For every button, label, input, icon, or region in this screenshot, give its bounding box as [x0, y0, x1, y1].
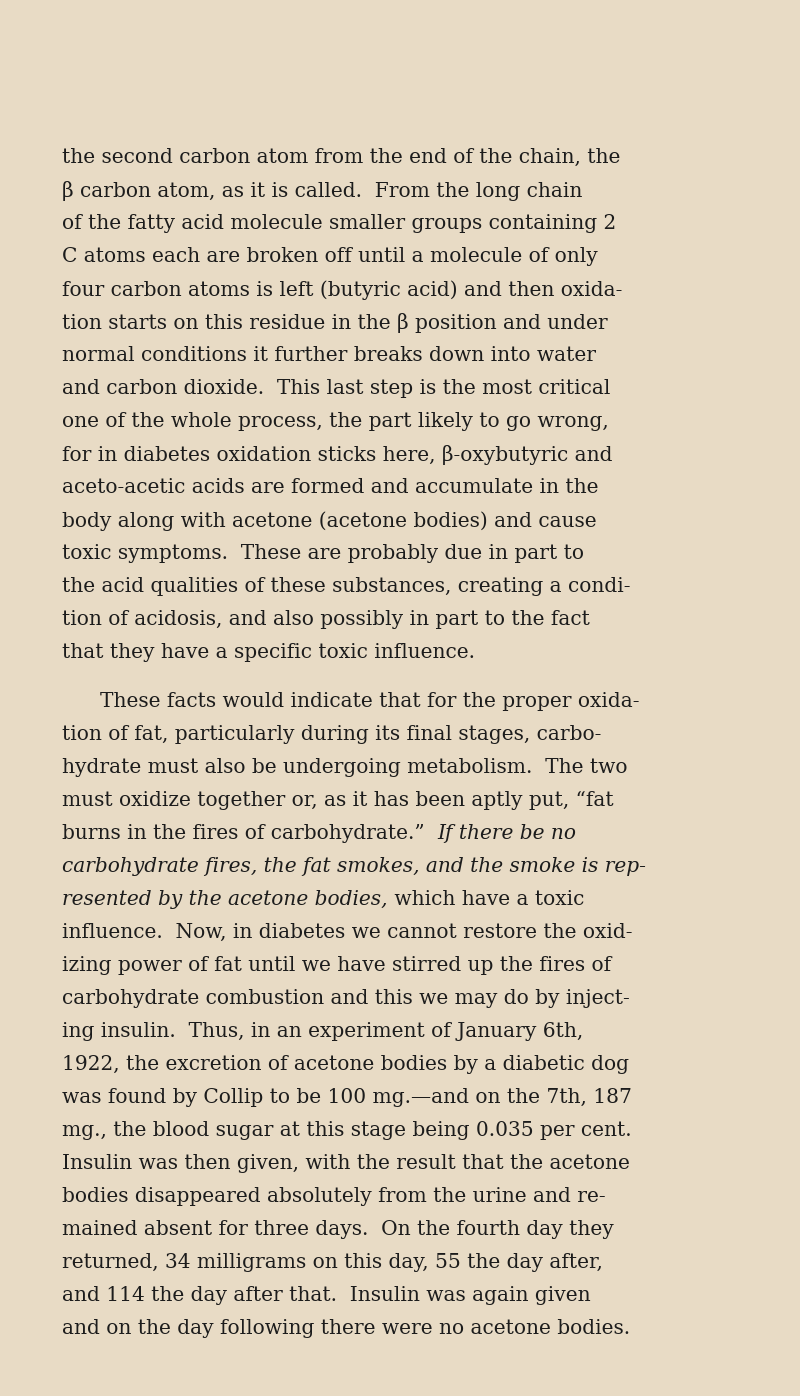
Text: tion of acidosis, and also possibly in part to the fact: tion of acidosis, and also possibly in p…	[62, 610, 590, 630]
Text: resented by the acetone bodies,: resented by the acetone bodies,	[62, 891, 387, 909]
Text: aceto-acetic acids are formed and accumulate in the: aceto-acetic acids are formed and accumu…	[62, 477, 598, 497]
Text: These facts would indicate that for the proper oxida-: These facts would indicate that for the …	[100, 692, 639, 711]
Text: carbohydrate combustion and this we may do by inject-: carbohydrate combustion and this we may …	[62, 988, 630, 1008]
Text: carbohydrate fires, the fat smokes, and the smoke is rep-: carbohydrate fires, the fat smokes, and …	[62, 857, 646, 877]
Text: for in diabetes oxidation sticks here, β-oxybutyric and: for in diabetes oxidation sticks here, β…	[62, 445, 613, 465]
Text: toxic symptoms.  These are probably due in part to: toxic symptoms. These are probably due i…	[62, 544, 584, 563]
Text: hydrate must also be undergoing metabolism.  The two: hydrate must also be undergoing metaboli…	[62, 758, 627, 778]
Text: If there be no: If there be no	[438, 824, 576, 843]
Text: izing power of fat until we have stirred up the fires of: izing power of fat until we have stirred…	[62, 956, 611, 974]
Text: bodies disappeared absolutely from the urine and re-: bodies disappeared absolutely from the u…	[62, 1187, 606, 1206]
Text: tion starts on this residue in the β position and under: tion starts on this residue in the β pos…	[62, 313, 608, 334]
Text: influence.  Now, in diabetes we cannot restore the oxid-: influence. Now, in diabetes we cannot re…	[62, 923, 633, 942]
Text: ing insulin.  Thus, in an experiment of January 6th,: ing insulin. Thus, in an experiment of J…	[62, 1022, 583, 1041]
Text: of the fatty acid molecule smaller groups containing 2: of the fatty acid molecule smaller group…	[62, 214, 616, 233]
Text: 1922, the excretion of acetone bodies by a diabetic dog: 1922, the excretion of acetone bodies by…	[62, 1055, 629, 1074]
Text: mained absent for three days.  On the fourth day they: mained absent for three days. On the fou…	[62, 1220, 614, 1240]
Text: tion of fat, particularly during its final stages, carbo-: tion of fat, particularly during its fin…	[62, 725, 602, 744]
Text: and carbon dioxide.  This last step is the most critical: and carbon dioxide. This last step is th…	[62, 378, 610, 398]
Text: Insulin was then given, with the result that the acetone: Insulin was then given, with the result …	[62, 1154, 630, 1173]
Text: and on the day following there were no acetone bodies.: and on the day following there were no a…	[62, 1319, 630, 1337]
Text: burns in the fires of carbohydrate.”: burns in the fires of carbohydrate.”	[62, 824, 438, 843]
Text: the second carbon atom from the end of the chain, the: the second carbon atom from the end of t…	[62, 148, 620, 168]
Text: which have a toxic: which have a toxic	[387, 891, 584, 909]
Text: returned, 34 milligrams on this day, 55 the day after,: returned, 34 milligrams on this day, 55 …	[62, 1254, 603, 1272]
Text: that they have a specific toxic influence.: that they have a specific toxic influenc…	[62, 644, 475, 662]
Text: and 114 the day after that.  Insulin was again given: and 114 the day after that. Insulin was …	[62, 1286, 590, 1305]
Text: body along with acetone (acetone bodies) and cause: body along with acetone (acetone bodies)…	[62, 511, 597, 530]
Text: the acid qualities of these substances, creating a condi-: the acid qualities of these substances, …	[62, 577, 630, 596]
Text: must oxidize together or, as it has been aptly put, “fat: must oxidize together or, as it has been…	[62, 792, 614, 810]
Text: was found by Collip to be 100 mg.—and on the 7th, 187: was found by Collip to be 100 mg.—and on…	[62, 1087, 632, 1107]
Text: β carbon atom, as it is called.  From the long chain: β carbon atom, as it is called. From the…	[62, 181, 582, 201]
Text: one of the whole process, the part likely to go wrong,: one of the whole process, the part likel…	[62, 412, 609, 431]
Text: C atoms each are broken off until a molecule of only: C atoms each are broken off until a mole…	[62, 247, 598, 267]
Text: mg., the blood sugar at this stage being 0.035 per cent.: mg., the blood sugar at this stage being…	[62, 1121, 632, 1141]
Text: four carbon atoms is left (butyric acid) and then oxida-: four carbon atoms is left (butyric acid)…	[62, 281, 622, 300]
Text: normal conditions it further breaks down into water: normal conditions it further breaks down…	[62, 346, 596, 364]
